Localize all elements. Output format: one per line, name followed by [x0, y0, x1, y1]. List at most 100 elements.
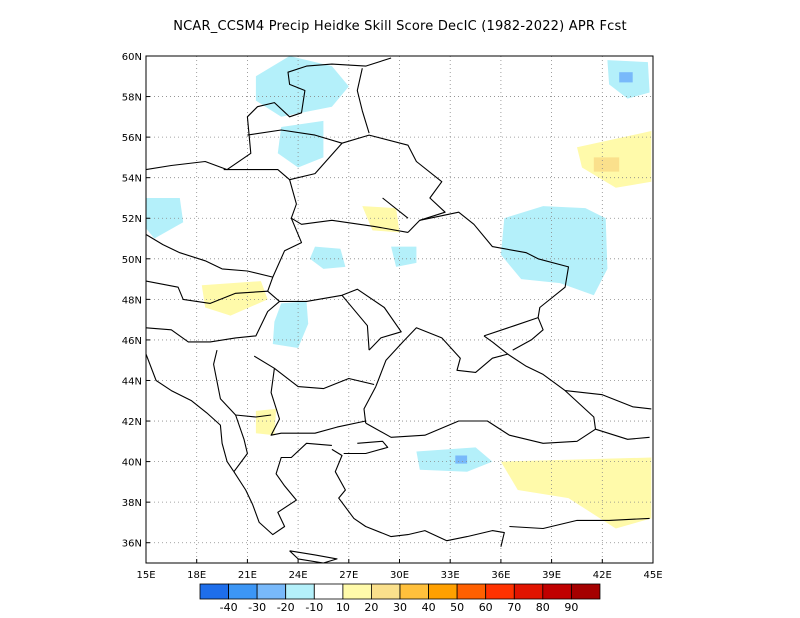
colorbar-label: 90	[564, 601, 578, 614]
boundary-line-21	[331, 448, 505, 547]
colorbar-swatch	[485, 583, 515, 600]
shade-region-10	[619, 72, 633, 83]
x-axis-ticks: 15E 18E 21E 24E 27E 30E 33E 36E 39E 42E 45E	[136, 559, 663, 581]
x-tick-label: 27E	[339, 570, 358, 581]
boundary-line-11	[272, 217, 303, 278]
boundary-line-6	[223, 142, 343, 181]
colorbar-swatch	[428, 583, 458, 600]
y-tick-label: 56N	[122, 133, 142, 144]
boundary-line-10	[267, 276, 402, 351]
colorbar-label: 80	[536, 601, 550, 614]
shade-region-16	[593, 157, 620, 172]
boundary-line-8	[146, 280, 268, 304]
shade-region-7	[416, 447, 493, 472]
colorbar-swatch	[199, 583, 229, 600]
y-tick-label: 46N	[122, 336, 142, 347]
y-tick-label: 54N	[122, 174, 142, 185]
y-tick-label: 60N	[122, 52, 142, 63]
x-tick-label: 45E	[643, 570, 662, 581]
boundary-line-2	[356, 68, 370, 134]
shade-region-12	[362, 206, 400, 233]
y-tick-label: 40N	[122, 458, 142, 469]
boundary-line-20	[365, 420, 596, 444]
y-tick-label: 36N	[122, 539, 142, 550]
colorbar-swatch	[513, 583, 544, 600]
colorbar-label: 70	[507, 601, 521, 614]
x-tick-label: 42E	[593, 570, 612, 581]
colorbar-swatch	[571, 583, 601, 600]
x-tick-label: 36E	[491, 570, 510, 581]
boundary-line-31	[289, 550, 338, 563]
y-tick-label: 50N	[122, 255, 142, 266]
colorbar-swatch	[285, 583, 315, 600]
boundary-line-16	[213, 349, 272, 418]
boundary-line-4	[341, 134, 446, 233]
colorbar-label: -40	[220, 601, 238, 614]
boundary-line-29	[565, 390, 652, 410]
colorbar-label: -20	[277, 601, 295, 614]
boundary-line-17	[146, 353, 235, 473]
shade-region-1	[277, 120, 324, 168]
boundary-line-22	[343, 440, 389, 455]
boundary-line-30	[382, 197, 409, 219]
colorbar-label: 20	[364, 601, 378, 614]
colorbar-label: -30	[248, 601, 266, 614]
y-tick-label: 42N	[122, 417, 142, 428]
x-tick-label: 21E	[238, 570, 257, 581]
x-tick-label: 15E	[136, 570, 155, 581]
colorbar-label: -10	[305, 601, 323, 614]
boundary-line-13	[341, 294, 370, 351]
y-tick-label: 48N	[122, 295, 142, 306]
boundary-line-18	[233, 442, 332, 536]
colorbar-swatch	[228, 583, 258, 600]
skill-score-shading	[146, 56, 652, 529]
shade-region-5	[272, 301, 309, 348]
gridlines	[146, 56, 653, 563]
y-tick-label: 52N	[122, 214, 142, 225]
shade-region-2	[500, 206, 608, 296]
boundary-line-12	[419, 211, 570, 318]
boundary-line-23	[509, 517, 650, 530]
shade-region-3	[309, 246, 346, 269]
chart-title: NCAR_CCSM4 Precip Heidke Skill Score Dec…	[173, 19, 627, 34]
boundary-line-0	[146, 57, 392, 171]
boundary-line-15	[270, 368, 366, 436]
colorbar-label: 60	[479, 601, 493, 614]
boundary-line-1	[272, 56, 280, 57]
boundary-line-19	[233, 414, 248, 473]
colorbar-label: 50	[450, 601, 464, 614]
y-axis-ticks: 36N 38N 40N 42N 44N 46N 48N 50N 52N 54N 56N 58N 60N	[122, 52, 150, 550]
boundary-line-5	[289, 179, 409, 233]
x-tick-label: 39E	[542, 570, 561, 581]
boundary-line-27	[507, 353, 597, 430]
colorbar-swatch	[399, 583, 429, 600]
boundary-line-25	[375, 327, 509, 387]
shade-region-6	[146, 198, 184, 239]
boundary-line-14	[253, 355, 375, 390]
x-tick-label: 33E	[441, 570, 460, 581]
boundary-line-26	[363, 386, 377, 424]
x-tick-label: 24E	[289, 570, 308, 581]
colorbar-label: 10	[336, 601, 350, 614]
y-tick-label: 44N	[122, 376, 142, 387]
boundary-line-28	[483, 317, 544, 351]
y-tick-label: 58N	[122, 93, 142, 104]
colorbar-swatch	[256, 583, 287, 600]
y-tick-label: 38N	[122, 498, 142, 509]
colorbar-swatch	[313, 583, 344, 600]
boundary-line-7	[146, 234, 273, 278]
colorbar-swatch	[456, 583, 487, 600]
shade-region-9	[455, 455, 468, 464]
shade-region-4	[391, 246, 417, 267]
x-tick-label: 18E	[187, 570, 206, 581]
colorbar-label: 30	[393, 601, 407, 614]
x-tick-label: 30E	[390, 570, 409, 581]
coastlines-and-borders	[146, 56, 652, 563]
boundary-line-9	[146, 300, 280, 343]
boundary-line-24	[595, 428, 650, 440]
shade-region-15	[500, 457, 652, 529]
colorbar-swatch	[370, 583, 401, 600]
colorbar-swatch	[542, 583, 572, 600]
boundary-line-3	[247, 129, 343, 144]
